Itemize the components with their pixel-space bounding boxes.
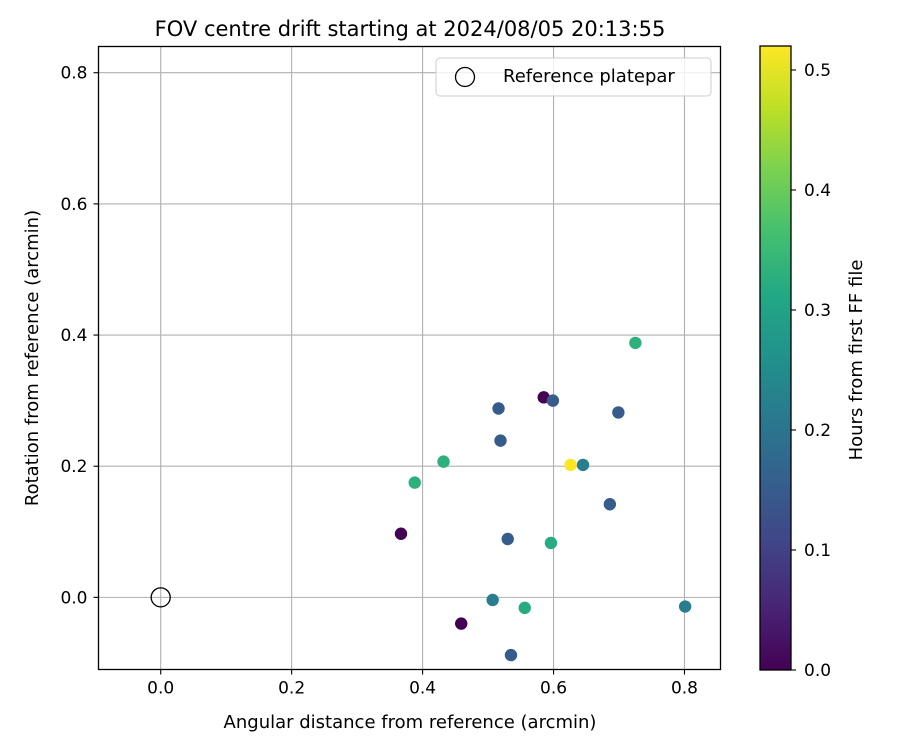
colorbar-label: Hours from first FF file — [846, 260, 867, 461]
x-tick-label: 0.8 — [671, 679, 698, 699]
data-point — [437, 455, 450, 468]
plot-frame — [97, 45, 722, 671]
data-point — [455, 617, 468, 630]
data-point — [501, 532, 514, 546]
y-tick-label: 0.2 — [60, 457, 87, 477]
reference-layer — [150, 587, 171, 608]
y-tick-label: 0.8 — [60, 64, 87, 84]
data-point — [504, 648, 518, 662]
data-point — [408, 476, 421, 489]
grid-lines — [98, 46, 721, 670]
y-axis-label: Rotation from reference (arcmin) — [22, 210, 43, 506]
data-point — [564, 458, 577, 472]
colorbar-tick-label: 0.0 — [804, 661, 831, 681]
x-tick-label: 0.4 — [409, 679, 436, 699]
data-point — [546, 394, 560, 407]
colorbar-ticks: 0.0 0.1 0.2 0.3 0.4 0.5 — [791, 61, 831, 681]
data-point — [518, 601, 531, 615]
x-tick-label: 0.2 — [278, 679, 305, 699]
points-layer — [394, 336, 692, 662]
data-point — [678, 600, 692, 613]
colorbar-tick-label: 0.4 — [804, 181, 831, 201]
x-tick-label: 0.6 — [540, 679, 567, 699]
colorbar: 0.0 0.1 0.2 0.3 0.4 0.5 Hours from first FF f… — [759, 45, 867, 681]
data-point — [629, 336, 642, 350]
y-tick-label: 0.0 — [60, 588, 87, 608]
legend: Reference platepar — [435, 57, 712, 97]
y-axis-ticks: 0.0 0.2 0.4 0.6 0.8 — [60, 64, 99, 608]
x-axis-ticks: 0.0 0.2 0.4 0.6 0.8 — [147, 669, 698, 699]
x-tick-label: 0.0 — [147, 679, 174, 699]
data-point — [486, 593, 499, 607]
colorbar-tick-label: 0.2 — [804, 421, 831, 441]
legend-box — [435, 57, 712, 97]
data-point — [576, 458, 590, 472]
data-point — [492, 402, 505, 415]
y-tick-label: 0.4 — [60, 326, 87, 346]
colorbar-tick-label: 0.3 — [804, 301, 831, 321]
data-point — [494, 434, 507, 447]
chart-title: FOV centre drift starting at 2024/08/05 … — [155, 17, 666, 41]
data-point — [603, 498, 617, 511]
data-point — [544, 536, 558, 550]
data-point — [394, 527, 408, 540]
y-tick-label: 0.6 — [60, 195, 87, 215]
x-axis-label: Angular distance from reference (arcmin) — [224, 712, 597, 733]
legend-label: Reference platepar — [503, 66, 675, 87]
legend-marker — [454, 66, 476, 88]
colorbar-gradient — [759, 45, 792, 671]
colorbar-tick-label: 0.1 — [804, 541, 831, 561]
colorbar-tick-label: 0.5 — [804, 61, 831, 81]
reference-point — [150, 587, 171, 608]
data-point — [612, 406, 625, 419]
